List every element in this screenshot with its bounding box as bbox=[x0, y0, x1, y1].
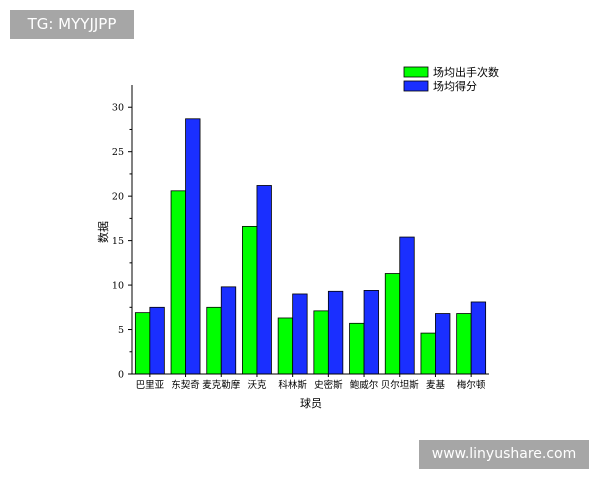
bar-points-4 bbox=[292, 293, 308, 375]
legend-swatch-1 bbox=[403, 80, 429, 92]
bar-points-5 bbox=[327, 290, 344, 375]
x-tick-label: 梅尔顿 bbox=[457, 379, 486, 391]
y-tick-label: 20 bbox=[112, 192, 124, 203]
y-axis-label: 数据 bbox=[96, 221, 110, 243]
x-tick-label: 巴里亚 bbox=[136, 380, 165, 391]
bar-attempts-7 bbox=[384, 273, 401, 375]
x-tick-label: 贝尔坦斯 bbox=[381, 379, 420, 391]
axes: 巴里亚 东契奇 麦克勒摩 沃克 科林斯 史密斯 鲍威尔 贝尔坦斯 麦基 梅尔顿 0 5 10 15 20 25… bbox=[112, 85, 489, 391]
bar-attempts-3 bbox=[242, 225, 258, 375]
x-axis-label: 球员 bbox=[300, 396, 322, 410]
bar-points-0 bbox=[149, 306, 165, 375]
legend-label-0: 场均出手次数 bbox=[433, 65, 499, 79]
bar-attempts-9 bbox=[456, 313, 472, 375]
bar-attempts-5 bbox=[313, 310, 329, 375]
y-tick-label: 0 bbox=[118, 370, 124, 381]
bar-attempts-4 bbox=[277, 317, 294, 375]
bar-points-6 bbox=[363, 290, 379, 375]
x-tick-label: 麦克勒摩 bbox=[202, 379, 241, 391]
bar-points-7 bbox=[399, 236, 415, 375]
bar-points-2 bbox=[220, 286, 237, 375]
bar-attempts-6 bbox=[349, 322, 365, 375]
bar-points-1 bbox=[185, 118, 201, 375]
watermark-top-left: TG: MYYJJPP bbox=[10, 10, 134, 39]
y-tick-label: 30 bbox=[112, 103, 124, 114]
watermark-bottom-right: www.linyushare.com bbox=[419, 440, 589, 469]
x-tick-label: 沃克 bbox=[247, 380, 267, 391]
x-tick-label: 麦基 bbox=[426, 379, 446, 391]
x-tick-label: 史密斯 bbox=[314, 379, 343, 391]
y-tick-label: 25 bbox=[112, 147, 124, 158]
legend-label-1: 场均得分 bbox=[433, 79, 477, 93]
y-tick-label: 10 bbox=[112, 281, 124, 292]
bar-points-9 bbox=[470, 301, 487, 375]
x-tick-label: 科林斯 bbox=[278, 379, 307, 391]
x-tick-label: 东契奇 bbox=[171, 379, 200, 391]
bar-attempts-2 bbox=[206, 306, 222, 375]
y-tick-label: 15 bbox=[112, 236, 124, 247]
bar-layer bbox=[134, 118, 487, 375]
bar-points-3 bbox=[256, 185, 272, 375]
bar-attempts-1 bbox=[170, 190, 186, 375]
y-tick-label: 5 bbox=[118, 325, 124, 336]
bar-points-8 bbox=[435, 313, 451, 375]
legend-swatch-0 bbox=[403, 66, 429, 78]
x-tick-label: 鲍威尔 bbox=[350, 379, 379, 391]
bar-attempts-0 bbox=[134, 312, 151, 375]
bar-attempts-8 bbox=[420, 332, 436, 375]
